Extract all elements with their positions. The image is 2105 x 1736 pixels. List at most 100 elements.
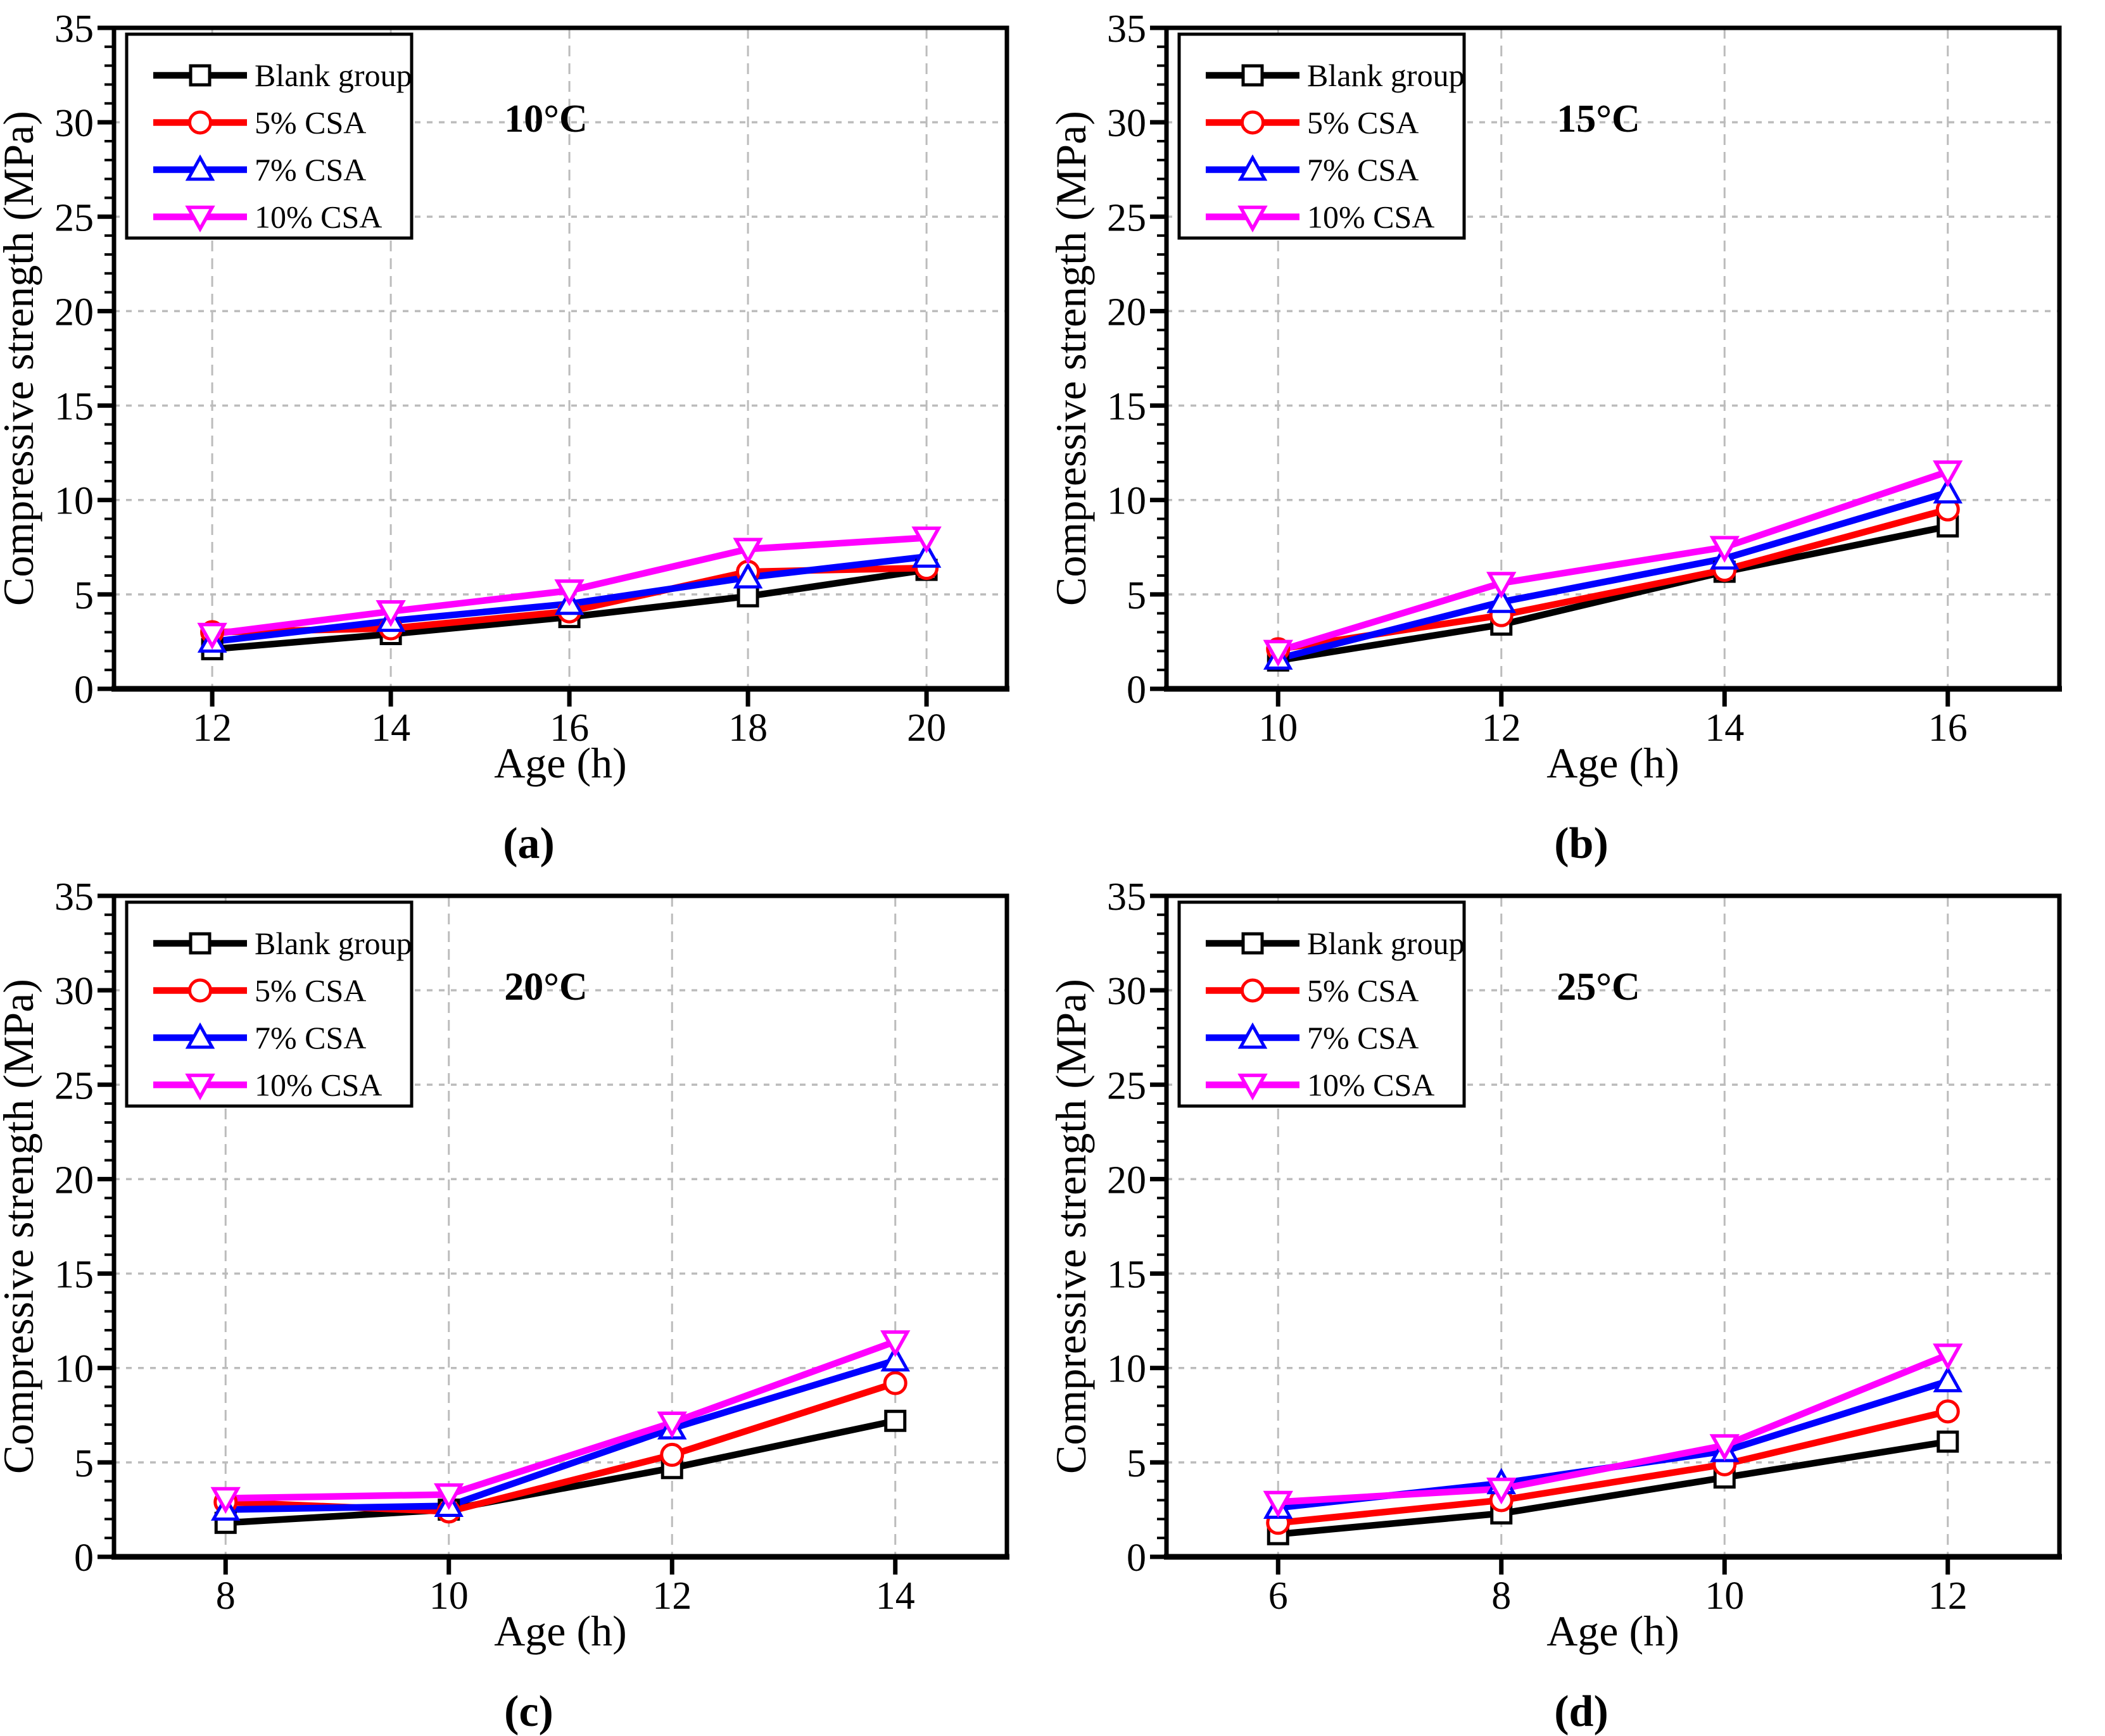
legend-marker-blank-group [1241, 932, 1264, 955]
marker-10-csa [733, 538, 763, 565]
chart-panel-c: 0 5 10 15 20 25 30 35 8 10 12 14 Age (h) Compressive … [0, 868, 1052, 1736]
series-line-7-csa [225, 1357, 897, 1513]
legend-label-blank-group: Blank group [1307, 58, 1465, 93]
x-tick-label: 12 [1928, 1575, 1968, 1618]
series-line-7-csa [1277, 489, 1949, 662]
legend-label-10-csa: 10% CSA [255, 199, 382, 235]
y-tick-label: 0 [1127, 669, 1146, 712]
series-line-blank-group [1277, 1438, 1949, 1538]
y-tick-label: 10 [54, 1348, 94, 1391]
legend-marker-blank-group [189, 932, 212, 955]
legend-marker-7-csa [185, 1022, 215, 1049]
marker-10-csa [1486, 1477, 1517, 1505]
marker-5-csa [660, 1442, 685, 1467]
y-tick-label: 35 [1107, 8, 1146, 51]
x-tick-label: 16 [1928, 707, 1968, 750]
x-axis: 8 10 12 14 [216, 1559, 915, 1618]
marker-10-csa [657, 1411, 687, 1438]
temperature-annotation: 20°C [504, 965, 588, 1009]
marker-10-csa [434, 1483, 464, 1511]
legend-label-5-csa: 5% CSA [1307, 105, 1419, 141]
series-lines [225, 1338, 897, 1526]
legend-label-7-csa: 7% CSA [1307, 152, 1419, 187]
y-tick-label: 20 [1107, 1159, 1146, 1202]
legend-label-blank-group: Blank group [255, 926, 412, 961]
marker-10-csa [1263, 1490, 1293, 1518]
y-tick-label: 30 [1107, 102, 1146, 145]
legend-marker-5-csa [188, 110, 212, 135]
y-tick-label: 5 [1127, 574, 1146, 617]
x-axis-title: Age (h) [494, 1607, 627, 1655]
y-tick-label: 0 [74, 1537, 94, 1580]
legend-label-5-csa: 5% CSA [255, 105, 366, 141]
y-tick-label: 10 [1107, 480, 1146, 523]
y-tick-label: 5 [74, 574, 94, 617]
y-tick-label: 20 [54, 1159, 94, 1202]
legend-marker-7-csa [185, 154, 215, 181]
series-lines [1277, 468, 1949, 664]
marker-10-csa [1486, 572, 1517, 599]
series-line-10-csa [225, 1338, 897, 1502]
marker-10-csa [210, 1487, 241, 1514]
y-tick-label: 30 [54, 970, 94, 1013]
marker-10-csa [911, 526, 942, 554]
marker-7-csa [1933, 477, 1963, 504]
marker-5-csa [883, 1371, 907, 1395]
marker-10-csa [554, 579, 585, 607]
x-tick-label: 14 [371, 707, 410, 750]
marker-7-csa [880, 1345, 911, 1372]
y-tick-label: 10 [54, 480, 94, 523]
series-markers [1263, 460, 1963, 672]
marker-7-csa [1933, 1366, 1963, 1393]
panel-label: (b) [1554, 819, 1609, 868]
y-tick-label: 15 [1107, 386, 1146, 429]
marker-5-csa [1935, 1399, 1960, 1424]
y-axis-title: Compressive strength (MPa) [1052, 111, 1095, 606]
legend-marker-5-csa [188, 978, 212, 1003]
y-axis: 0 5 10 15 20 25 30 35 [1107, 876, 1165, 1580]
series-line-10-csa [1277, 1351, 1949, 1506]
y-tick-label: 5 [1127, 1442, 1146, 1485]
marker-blank-group [1937, 1430, 1959, 1453]
y-tick-label: 25 [1107, 1064, 1146, 1107]
y-axis: 0 5 10 15 20 25 30 35 [54, 8, 112, 712]
chart-panel-d: 0 5 10 15 20 25 30 35 6 8 10 12 Age (h) Compressive s… [1052, 868, 2105, 1736]
x-axis: 10 12 14 16 [1258, 691, 1968, 750]
legend-box [1177, 32, 1466, 240]
marker-10-csa [197, 622, 227, 650]
series-markers [1263, 1343, 1963, 1545]
x-tick-label: 12 [193, 707, 232, 750]
legend-marker-7-csa [1237, 154, 1268, 181]
legend-marker-10-csa [1237, 205, 1268, 233]
legend-label-10-csa: 10% CSA [1307, 1067, 1434, 1103]
y-axis-title: Compressive strength (MPa) [0, 979, 42, 1474]
temperature-annotation: 25°C [1557, 965, 1640, 1009]
marker-7-csa [1486, 586, 1517, 613]
x-tick-label: 12 [1482, 707, 1521, 750]
legend-label-5-csa: 5% CSA [255, 973, 366, 1009]
marker-10-csa [376, 600, 406, 627]
legend-marker-blank-group [189, 64, 212, 87]
x-axis: 6 8 10 12 [1268, 1559, 1968, 1618]
legend-label-10-csa: 10% CSA [1307, 199, 1434, 235]
panel-label: (a) [503, 819, 555, 868]
x-axis-title: Age (h) [494, 739, 627, 787]
legend: Blank group 5% CSA 7% CSA 10% CSA [125, 900, 414, 1108]
y-axis-title: Compressive strength (MPa) [0, 111, 42, 606]
legend-marker-10-csa [185, 205, 215, 233]
y-tick-label: 20 [1107, 291, 1146, 334]
x-tick-label: 14 [1705, 707, 1744, 750]
legend-box [1177, 900, 1466, 1108]
y-tick-label: 25 [1107, 196, 1146, 239]
panel-label: (c) [504, 1687, 553, 1736]
series-markers [210, 1330, 911, 1534]
marker-7-csa [911, 541, 942, 568]
y-tick-label: 15 [54, 386, 94, 429]
x-tick-label: 10 [429, 1575, 469, 1618]
panel-label: (d) [1554, 1687, 1609, 1736]
y-tick-label: 30 [1107, 970, 1146, 1013]
series-line-blank-group [1277, 523, 1949, 664]
marker-blank-group [736, 585, 759, 608]
legend-marker-5-csa [1241, 978, 1265, 1003]
y-tick-label: 15 [54, 1254, 94, 1297]
